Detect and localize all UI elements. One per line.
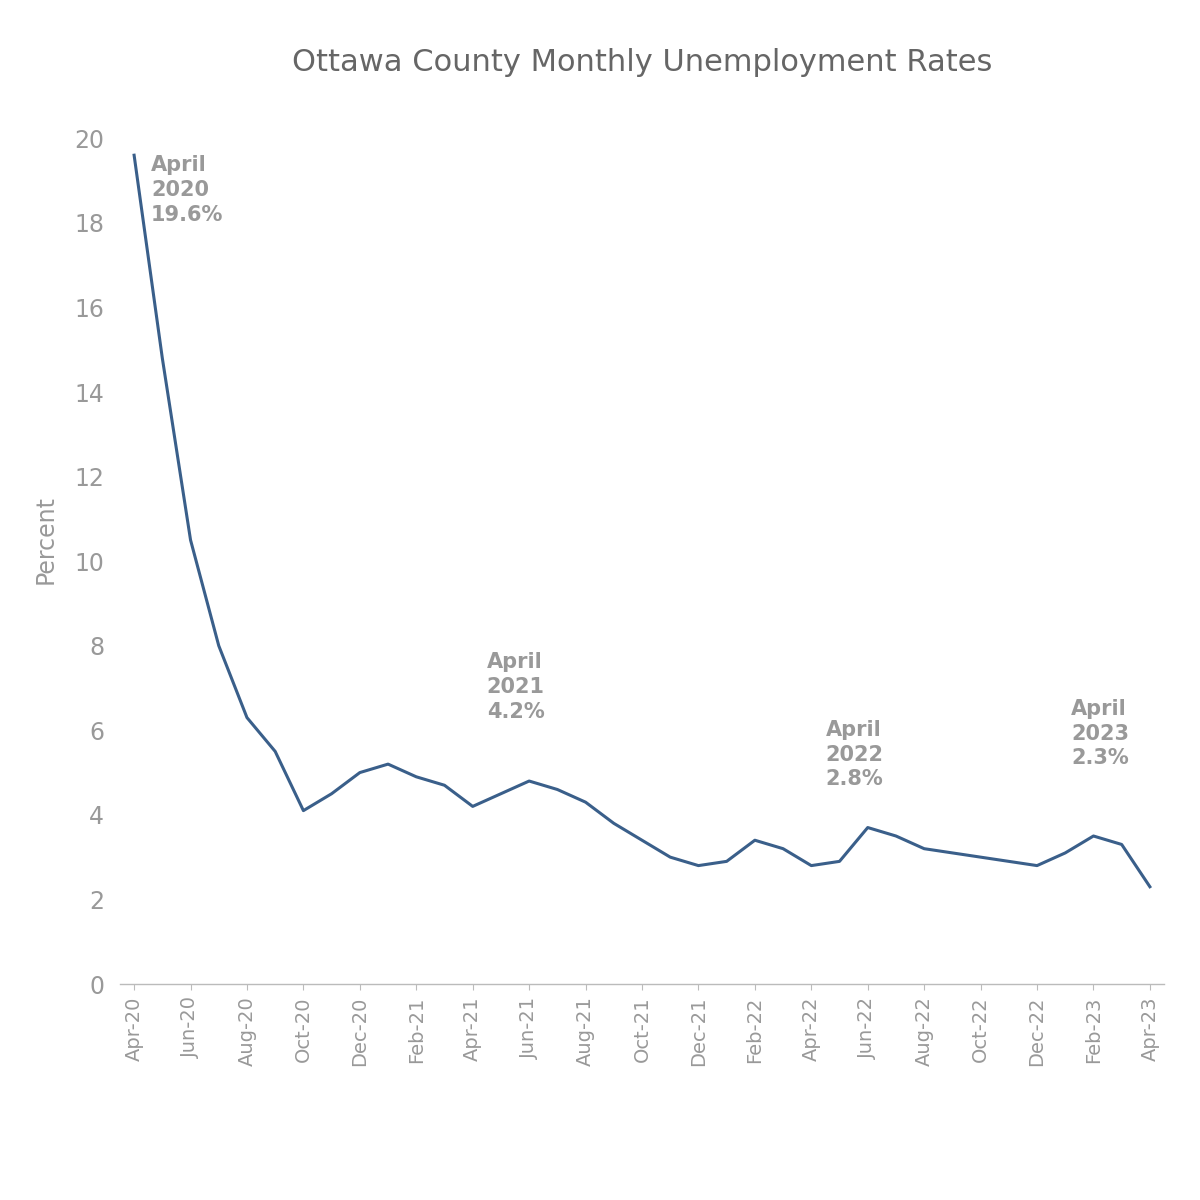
Text: April
2023
2.3%: April 2023 2.3% bbox=[1070, 698, 1129, 768]
Text: April
2020
19.6%: April 2020 19.6% bbox=[151, 155, 223, 224]
Text: April
2022
2.8%: April 2022 2.8% bbox=[826, 720, 883, 790]
Title: Ottawa County Monthly Unemployment Rates: Ottawa County Monthly Unemployment Rates bbox=[292, 48, 992, 77]
Text: April
2021
4.2%: April 2021 4.2% bbox=[487, 653, 545, 722]
Y-axis label: Percent: Percent bbox=[34, 496, 58, 584]
